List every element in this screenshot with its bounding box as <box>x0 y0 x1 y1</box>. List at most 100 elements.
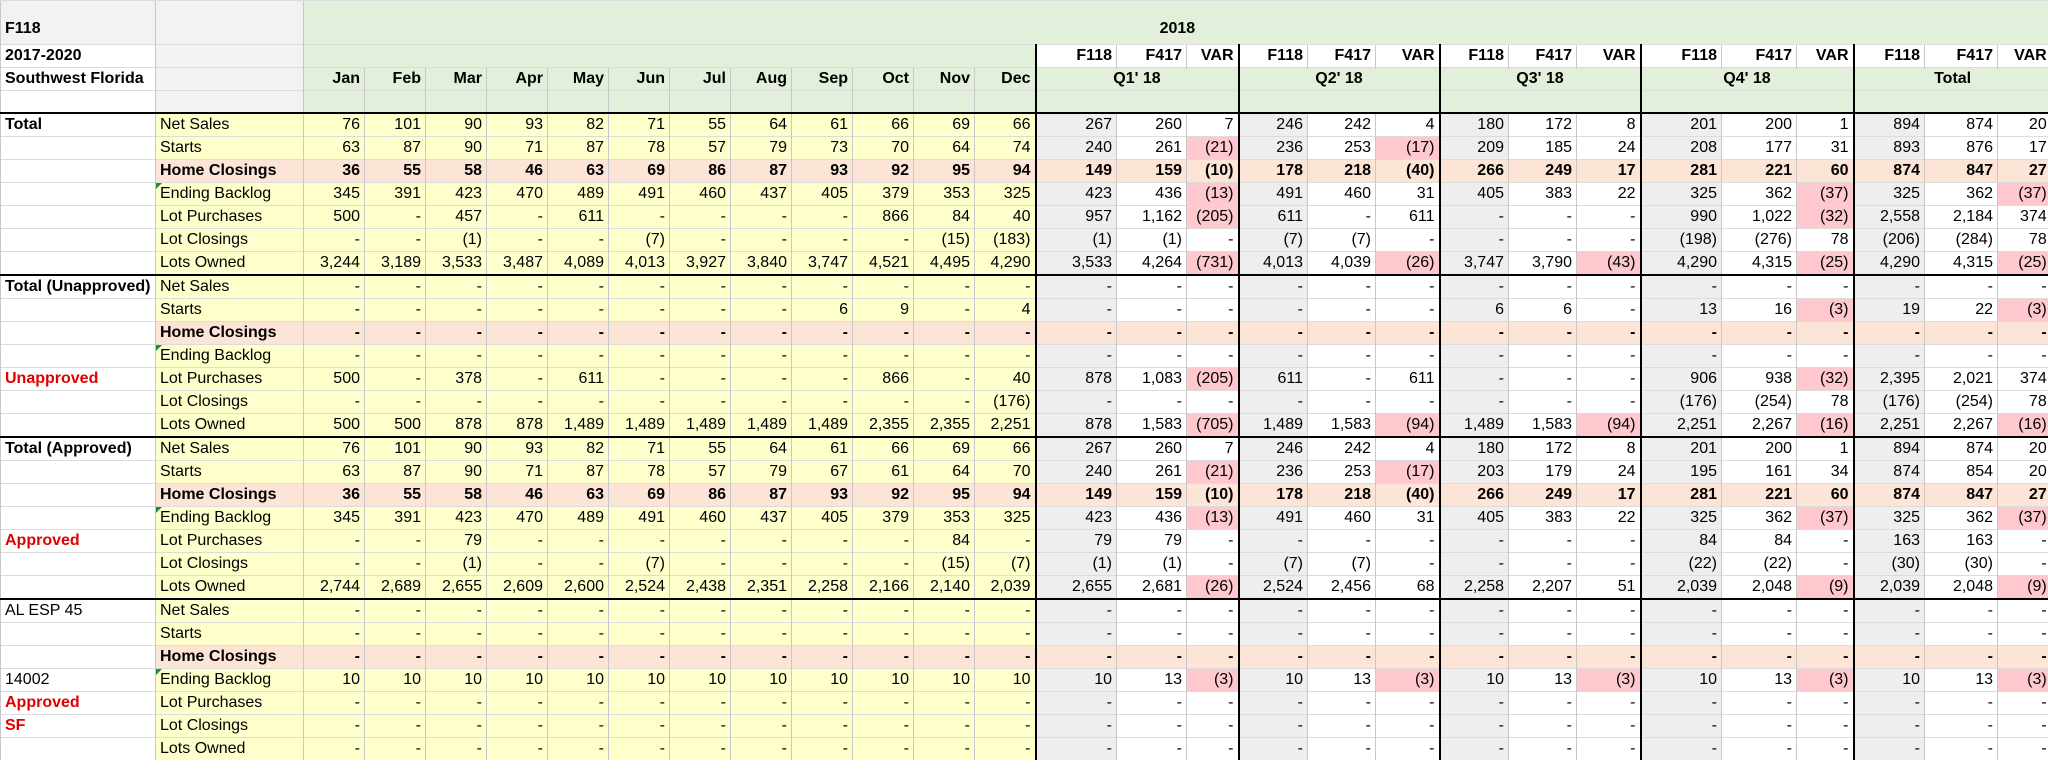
month-value[interactable]: - <box>913 690 975 714</box>
month-value[interactable]: - <box>852 736 914 760</box>
forecast-value[interactable]: 436 <box>1116 505 1187 529</box>
forecast-value[interactable]: - <box>1307 644 1376 668</box>
variance-value[interactable]: - <box>1375 528 1440 552</box>
forecast-value[interactable]: - <box>1508 320 1577 344</box>
month-value[interactable]: 2,524 <box>608 574 670 599</box>
forecast-value[interactable]: 178 <box>1237 158 1308 182</box>
month-value[interactable]: 1,489 <box>669 412 731 437</box>
forecast-value[interactable]: - <box>1721 736 1797 760</box>
forecast-value[interactable]: 16 <box>1721 297 1797 321</box>
column-header-f118[interactable]: F118 <box>1034 44 1117 68</box>
variance-value[interactable]: (32) <box>1796 204 1854 228</box>
variance-value[interactable]: 20 <box>1996 459 2048 483</box>
forecast-value[interactable]: 1,583 <box>1116 412 1187 437</box>
forecast-value[interactable]: - <box>1852 343 1925 367</box>
forecast-value[interactable]: 19 <box>1852 297 1925 321</box>
month-value[interactable]: 92 <box>852 158 914 182</box>
month-value[interactable]: - <box>669 690 731 714</box>
month-value[interactable]: 10 <box>364 667 426 691</box>
forecast-value[interactable]: 893 <box>1852 135 1925 159</box>
month-header[interactable]: Jan <box>303 67 365 91</box>
blank-cell[interactable] <box>425 90 487 113</box>
forecast-value[interactable]: - <box>1721 713 1797 737</box>
variance-value[interactable]: - <box>1996 621 2048 645</box>
month-value[interactable]: (1) <box>425 551 487 575</box>
month-value[interactable]: 84 <box>913 528 975 552</box>
forecast-value[interactable]: - <box>1034 389 1117 413</box>
forecast-value[interactable]: - <box>1508 690 1577 714</box>
month-value[interactable]: - <box>608 644 670 668</box>
forecast-value[interactable]: 163 <box>1924 528 1998 552</box>
forecast-value[interactable]: - <box>1034 273 1117 298</box>
forecast-value[interactable]: 10 <box>1237 667 1308 691</box>
column-header-f417[interactable]: F417 <box>1307 44 1376 68</box>
month-value[interactable]: - <box>730 273 792 298</box>
forecast-value[interactable]: (7) <box>1307 551 1376 575</box>
forecast-value[interactable]: - <box>1237 528 1308 552</box>
month-value[interactable]: - <box>913 621 975 645</box>
forecast-value[interactable]: - <box>1307 366 1376 390</box>
metric-label[interactable]: Lots Owned <box>155 736 304 760</box>
month-value[interactable]: - <box>425 343 487 367</box>
forecast-value[interactable]: 281 <box>1639 158 1722 182</box>
month-value[interactable]: - <box>547 273 609 298</box>
month-value[interactable]: 63 <box>303 459 365 483</box>
forecast-value[interactable]: 203 <box>1438 459 1509 483</box>
blank-cell[interactable] <box>1034 90 1239 113</box>
forecast-value[interactable]: 4,013 <box>1237 250 1308 275</box>
forecast-value[interactable]: (30) <box>1924 551 1998 575</box>
row-group-label[interactable]: Total (Approved) <box>0 435 156 460</box>
forecast-value[interactable]: 423 <box>1034 505 1117 529</box>
month-value[interactable]: - <box>486 227 548 251</box>
month-value[interactable]: - <box>730 389 792 413</box>
month-value[interactable]: - <box>669 343 731 367</box>
variance-value[interactable]: 8 <box>1576 435 1641 460</box>
month-value[interactable]: - <box>547 528 609 552</box>
variance-value[interactable]: (17) <box>1375 135 1440 159</box>
column-header-f417[interactable]: F417 <box>1116 44 1187 68</box>
blank-cell[interactable] <box>0 90 156 113</box>
month-value[interactable]: 489 <box>547 505 609 529</box>
month-value[interactable]: - <box>303 297 365 321</box>
forecast-value[interactable]: 2,251 <box>1639 412 1722 437</box>
month-value[interactable]: 61 <box>852 459 914 483</box>
month-value[interactable]: - <box>608 366 670 390</box>
variance-value[interactable]: - <box>1576 320 1641 344</box>
month-value[interactable]: - <box>303 597 365 622</box>
blank-cell[interactable] <box>852 90 914 113</box>
month-value[interactable]: - <box>974 621 1036 645</box>
row-group-label[interactable] <box>0 412 156 437</box>
forecast-value[interactable]: - <box>1721 690 1797 714</box>
forecast-value[interactable]: 10 <box>1639 667 1722 691</box>
month-value[interactable]: 46 <box>486 158 548 182</box>
month-value[interactable]: 4,495 <box>913 250 975 275</box>
forecast-value[interactable]: - <box>1639 320 1722 344</box>
month-value[interactable]: 69 <box>913 111 975 136</box>
month-value[interactable]: 457 <box>425 204 487 228</box>
month-value[interactable]: - <box>547 597 609 622</box>
variance-value[interactable]: (10) <box>1186 482 1239 506</box>
month-value[interactable]: - <box>791 320 853 344</box>
month-value[interactable]: 57 <box>669 459 731 483</box>
month-value[interactable]: 2,744 <box>303 574 365 599</box>
forecast-value[interactable]: 246 <box>1237 435 1308 460</box>
month-value[interactable]: 2,689 <box>364 574 426 599</box>
month-value[interactable]: 87 <box>364 135 426 159</box>
forecast-value[interactable]: 383 <box>1508 505 1577 529</box>
month-value[interactable]: - <box>913 320 975 344</box>
month-value[interactable]: 437 <box>730 181 792 205</box>
month-value[interactable]: - <box>608 273 670 298</box>
forecast-value[interactable]: - <box>1721 273 1797 298</box>
month-value[interactable]: - <box>852 320 914 344</box>
month-value[interactable]: - <box>425 389 487 413</box>
month-value[interactable]: - <box>364 320 426 344</box>
variance-value[interactable]: 78 <box>1996 389 2048 413</box>
forecast-value[interactable]: 267 <box>1034 111 1117 136</box>
month-value[interactable]: - <box>364 366 426 390</box>
month-value[interactable]: - <box>730 597 792 622</box>
month-value[interactable]: 470 <box>486 505 548 529</box>
month-value[interactable]: - <box>486 644 548 668</box>
forecast-value[interactable]: - <box>1237 690 1308 714</box>
month-value[interactable]: 3,244 <box>303 250 365 275</box>
month-value[interactable]: 500 <box>303 204 365 228</box>
